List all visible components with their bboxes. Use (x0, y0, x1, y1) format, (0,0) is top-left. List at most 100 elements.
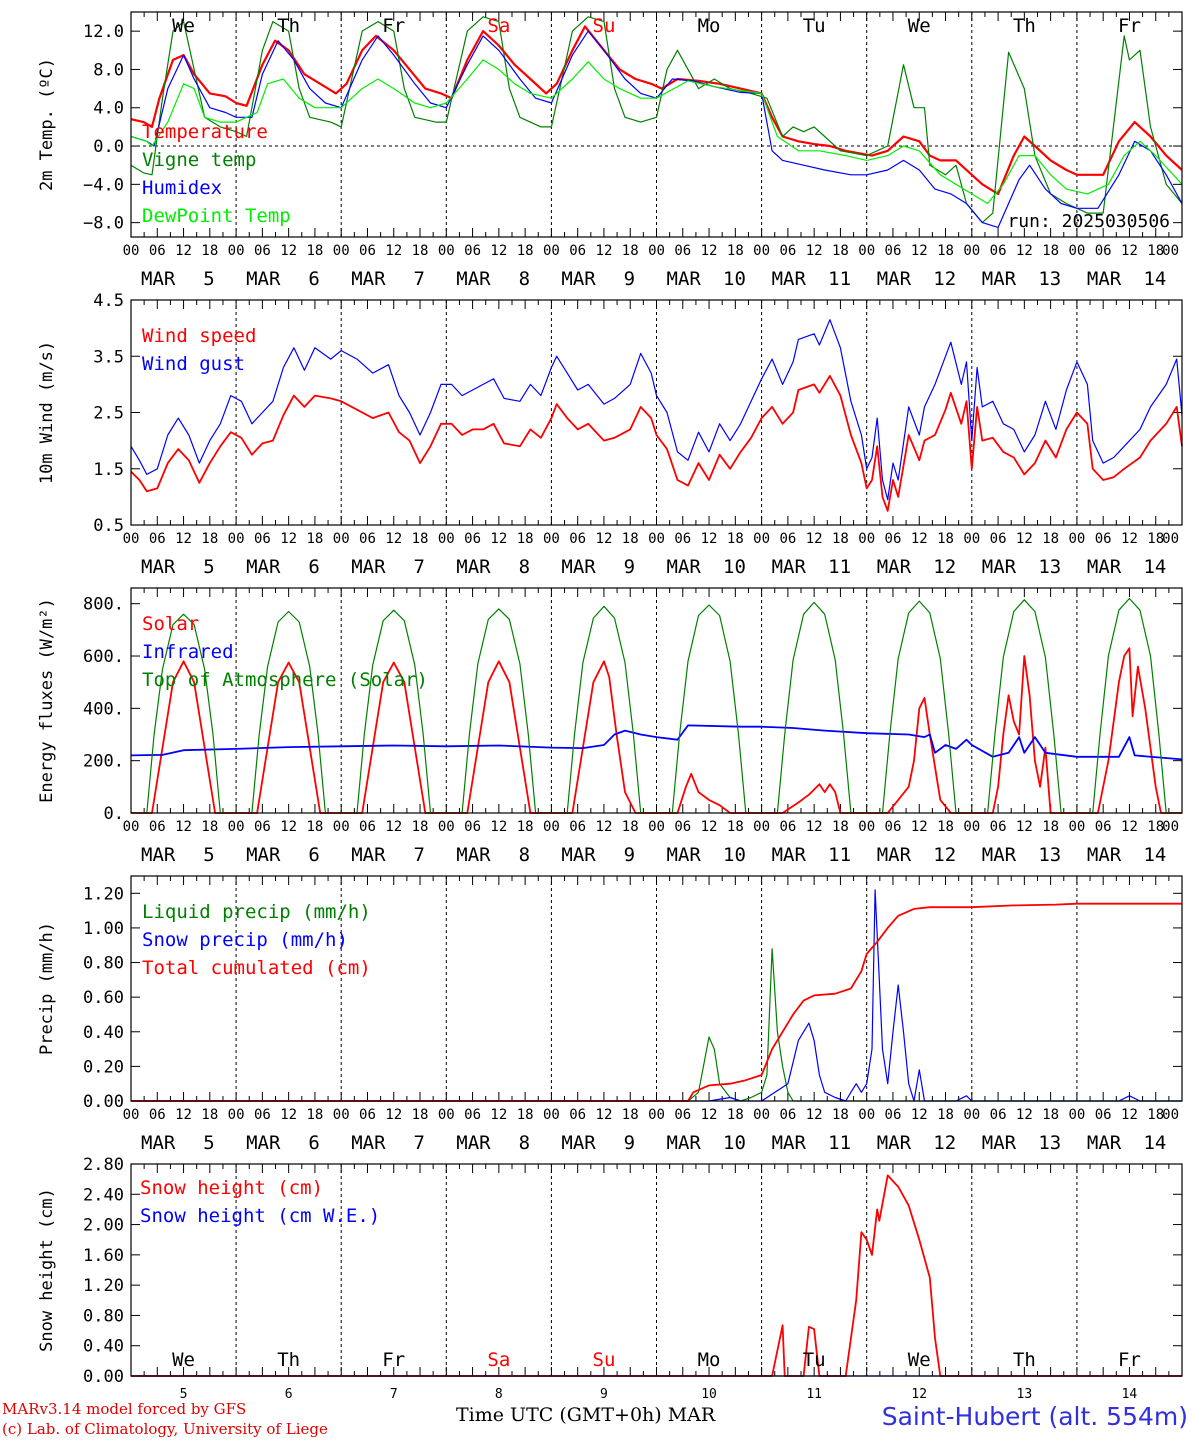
series-line (130, 374, 1183, 512)
day-label: 12 (933, 844, 956, 866)
legend-entry: Top of Atmosphere (Solar) (142, 669, 428, 691)
hour-tick-label: 06 (779, 243, 796, 259)
day-number: 9 (600, 1387, 608, 1402)
day-label: 7 (413, 268, 424, 290)
hour-tick-label: 12 (701, 531, 718, 547)
y-tick-label: 2.40 (83, 1185, 124, 1205)
hour-tick-label: 18 (727, 819, 744, 835)
hour-tick-label: 18 (412, 819, 429, 835)
weekday-label: Th (1013, 15, 1036, 37)
y-tick-label: 0.00 (83, 1092, 124, 1112)
hour-tick-label: 06 (569, 1107, 586, 1123)
day-label: 5 (203, 1132, 214, 1154)
hour-tick-label: 12 (806, 1107, 823, 1123)
hour-tick-label: 18 (937, 243, 954, 259)
hour-tick-label: 12 (911, 243, 928, 259)
hour-tick-label: 06 (359, 531, 376, 547)
weekday-label: Su (593, 15, 616, 37)
hour-tick-label: 06 (464, 531, 481, 547)
y-tick-label: 12.0 (83, 22, 124, 42)
day-label: 6 (308, 844, 319, 866)
month-label: MAR (772, 1132, 807, 1154)
month-label: MAR (877, 1132, 912, 1154)
month-label: MAR (141, 1132, 176, 1154)
day-label: 6 (308, 268, 319, 290)
hour-tick-label: 00 (228, 531, 245, 547)
day-label: 7 (413, 556, 424, 578)
hour-tick-label: 00 (228, 819, 245, 835)
weekday-label: Mo (698, 1349, 721, 1371)
hour-tick-label: 12 (385, 819, 402, 835)
plot-frame (130, 11, 1183, 238)
month-label: MAR (141, 844, 176, 866)
hour-tick-label: 00 (648, 531, 665, 547)
hour-tick-label: 00 (543, 1107, 560, 1123)
hour-tick-label: 06 (1095, 243, 1112, 259)
month-label: MAR (561, 556, 596, 578)
hour-tick-label: 00 (858, 243, 875, 259)
series-line (130, 59, 1183, 205)
hour-tick-label: 00 (543, 531, 560, 547)
day-label: 13 (1038, 1132, 1061, 1154)
hour-tick-label: 18 (306, 531, 323, 547)
month-label: MAR (456, 1132, 491, 1154)
hour-tick-label: 06 (990, 243, 1007, 259)
day-label: 12 (933, 1132, 956, 1154)
series-line (130, 319, 1183, 501)
hour-tick-label: 00 (648, 819, 665, 835)
plot-frame (130, 1163, 1183, 1377)
month-label: MAR (246, 844, 281, 866)
hour-tick-label: 12 (1121, 531, 1138, 547)
day-label: 8 (519, 844, 530, 866)
hour-tick-label: 12 (280, 819, 297, 835)
hour-tick-label: 12 (1016, 1107, 1033, 1123)
hour-tick-label: 00 (1162, 243, 1179, 259)
month-label: MAR (667, 844, 702, 866)
hour-tick-label: 12 (280, 243, 297, 259)
hour-tick-label: 06 (254, 243, 271, 259)
day-label: 14 (1143, 1132, 1166, 1154)
weekday-label: Su (593, 1349, 616, 1371)
day-label: 10 (723, 1132, 746, 1154)
day-label: 6 (308, 556, 319, 578)
month-label: MAR (877, 844, 912, 866)
day-label: 8 (519, 556, 530, 578)
hour-tick-label: 00 (753, 819, 770, 835)
series-line (130, 724, 1183, 761)
hour-tick-label: 18 (1042, 1107, 1059, 1123)
hour-tick-label: 12 (175, 531, 192, 547)
day-number: 11 (806, 1387, 822, 1402)
hour-tick-label: 06 (149, 531, 166, 547)
day-label: 10 (723, 268, 746, 290)
hour-tick-label: 18 (412, 531, 429, 547)
y-tick-label: 2.00 (83, 1216, 124, 1236)
series-line (130, 30, 1183, 228)
y-axis-title: Energy fluxes (W/m²) (37, 598, 57, 803)
day-label: 13 (1038, 844, 1061, 866)
hour-tick-label: 12 (490, 819, 507, 835)
day-label: 10 (723, 844, 746, 866)
hour-tick-label: 12 (596, 243, 613, 259)
legend-entry: Snow height (cm W.E.) (140, 1205, 380, 1227)
month-label: MAR (667, 1132, 702, 1154)
hour-tick-label: 12 (1016, 243, 1033, 259)
month-label: MAR (877, 268, 912, 290)
day-label: 5 (203, 268, 214, 290)
hour-tick-label: 12 (806, 531, 823, 547)
month-label: MAR (772, 556, 807, 578)
hour-tick-label: 12 (280, 531, 297, 547)
hour-tick-label: 12 (701, 243, 718, 259)
hour-tick-label: 18 (1147, 1107, 1164, 1123)
hour-tick-label: 12 (1016, 819, 1033, 835)
hour-tick-label: 00 (228, 243, 245, 259)
hour-tick-label: 18 (727, 531, 744, 547)
weekday-label: Fr (1118, 15, 1141, 37)
month-label: MAR (772, 844, 807, 866)
hour-tick-label: 06 (359, 243, 376, 259)
month-label: MAR (141, 268, 176, 290)
hour-tick-label: 06 (464, 1107, 481, 1123)
hour-tick-label: 06 (990, 531, 1007, 547)
hour-tick-label: 00 (648, 243, 665, 259)
panel-2: 4.5 3.5 2.5 1.5 0.5 10m Wind (m/s) Wind speed W… (37, 291, 1183, 578)
